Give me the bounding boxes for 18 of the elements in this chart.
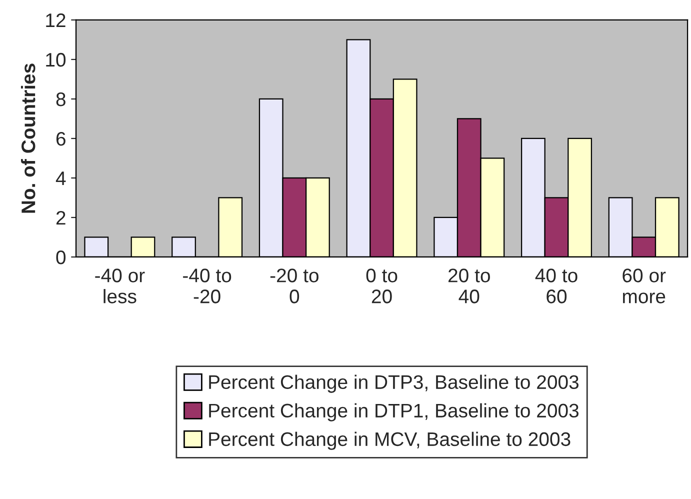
y-tick-label: 2 (56, 210, 66, 225)
x-tick-label: -40 to -20 (183, 268, 232, 304)
x-tick-label: 20 to 40 (448, 268, 490, 304)
y-tick-label: 6 (56, 132, 66, 146)
x-tick-label: -20 to 0 (270, 268, 318, 304)
y-axis-title: No. of Countries (20, 64, 36, 213)
y-tick-label: 12 (46, 13, 66, 28)
x-tick-label: 40 to 60 (535, 268, 578, 304)
legend-label: Percent Change in DTP1, Baseline to 2003 (209, 403, 579, 422)
x-tick-label: -40 or less (95, 268, 145, 304)
y-tick-label: 10 (46, 52, 66, 67)
legend-label: Percent Change in MCV, Baseline to 2003 (209, 432, 570, 450)
legend-label: Percent Change in DTP3, Baseline to 2003 (209, 374, 579, 393)
y-tick-label: 4 (56, 172, 66, 186)
x-tick-label: 60 or more (622, 268, 666, 304)
y-tick-label: 0 (56, 250, 66, 264)
x-tick-label: 0 to 20 (366, 268, 398, 304)
y-tick-label: 8 (56, 92, 66, 106)
